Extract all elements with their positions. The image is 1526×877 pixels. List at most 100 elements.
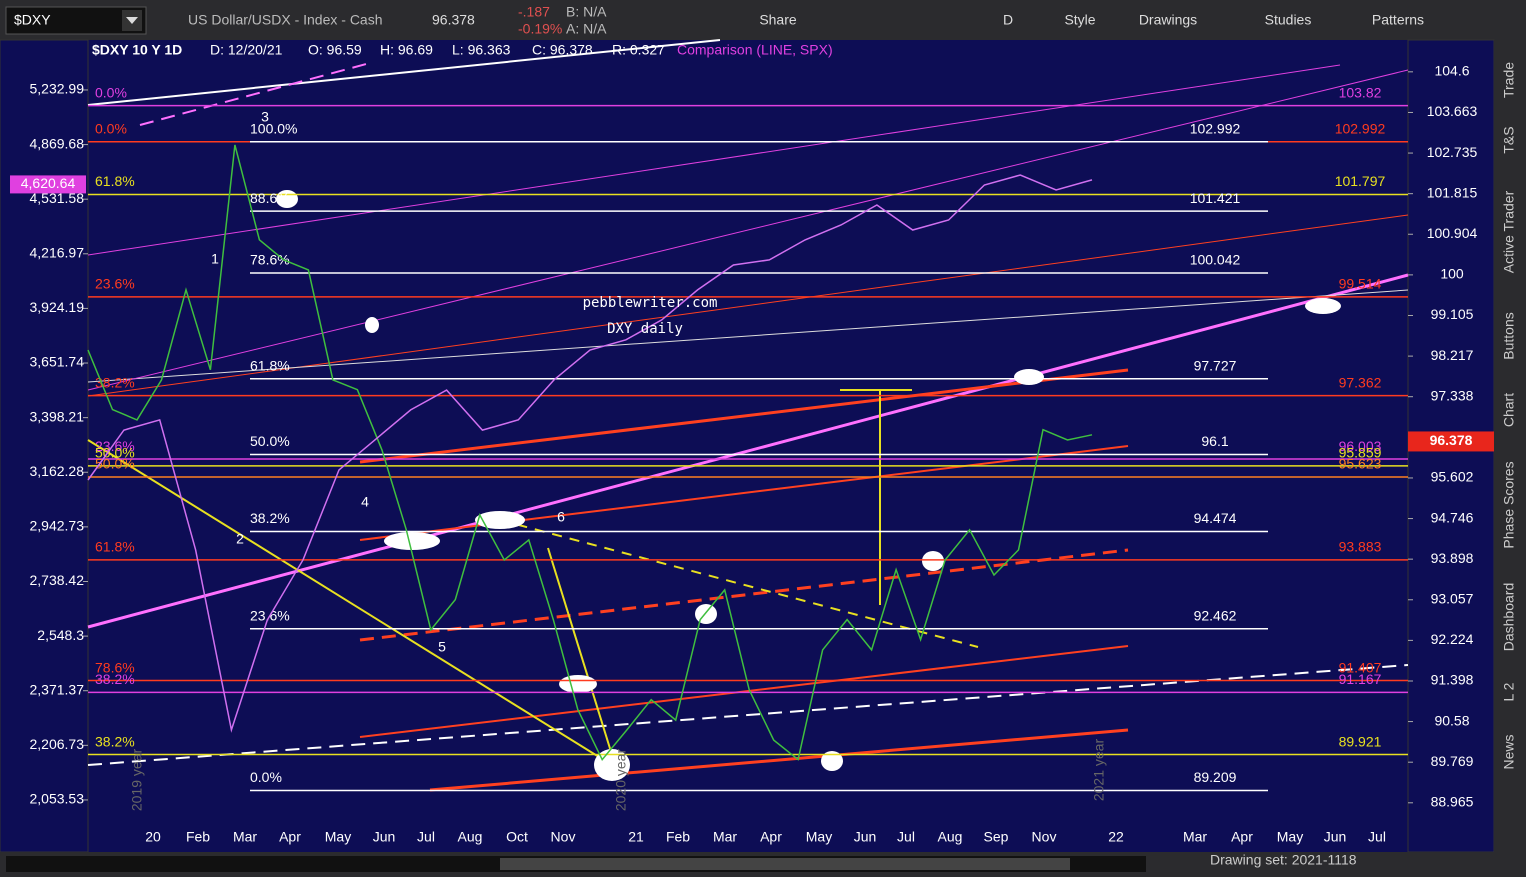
toolbar-button[interactable]: Style	[1064, 12, 1095, 28]
x-tick-label: 21	[628, 829, 644, 845]
y-tick-label: 91.398	[1431, 672, 1474, 688]
fib-percent: 0.0%	[95, 120, 127, 136]
y2-tick-label: 2,942.73	[30, 518, 85, 534]
y2-tick-label: 2,738.42	[30, 572, 85, 588]
marker	[475, 511, 525, 529]
y-tick-label: 95.602	[1431, 469, 1474, 485]
y2-tick-label: 3,924.19	[30, 299, 85, 315]
fib-price: 92.462	[1194, 607, 1237, 623]
last-price-label: 96.378	[1430, 432, 1473, 448]
x-tick-label: Mar	[713, 829, 737, 845]
fib-percent: 61.8%	[95, 173, 135, 189]
fib-percent: 0.0%	[95, 84, 127, 100]
y2-tick-label: 2,206.73	[30, 736, 85, 752]
compare-label: 4,620.64	[21, 175, 76, 191]
trendlines	[87, 39, 1409, 792]
trendline	[87, 214, 1409, 397]
toolbar-button[interactable]: D	[1003, 12, 1013, 28]
trendline	[359, 645, 1129, 738]
side-bar	[1494, 40, 1526, 852]
x-tick-label: Aug	[458, 829, 483, 845]
scroll-thumb[interactable]	[500, 858, 1070, 870]
side-tab[interactable]: Trade	[1501, 62, 1517, 98]
marker	[1305, 298, 1341, 314]
toolbar-button[interactable]: Share	[759, 12, 797, 28]
x-tick-label: Apr	[760, 829, 782, 845]
fib-price: 101.421	[1190, 190, 1241, 206]
fib-price: 89.209	[1194, 769, 1237, 785]
x-tick-label: Feb	[666, 829, 690, 845]
bid: B: N/A	[566, 4, 607, 20]
y2-tick-label: 4,216.97	[30, 245, 85, 261]
side-tab[interactable]: L 2	[1501, 682, 1517, 701]
ohlc-field: L: 96.363	[452, 42, 511, 58]
y-tick-label: 100.904	[1427, 225, 1478, 241]
toolbar-button[interactable]: Patterns	[1372, 12, 1424, 28]
description: US Dollar/USDX - Index - Cash	[188, 12, 383, 28]
fib-price: 101.797	[1335, 173, 1386, 189]
y2-tick-label: 2,371.37	[30, 681, 85, 697]
x-tick-label: Feb	[186, 829, 210, 845]
symbol: $DXY	[14, 12, 51, 28]
fib-percent: 38.2%	[95, 374, 135, 390]
fib-percent: 78.6%	[95, 659, 135, 675]
trendline	[87, 39, 721, 106]
fib-price: 97.362	[1339, 374, 1382, 390]
x-tick-label: Jul	[897, 829, 915, 845]
marker	[594, 749, 630, 781]
y-tick-label: 92.224	[1431, 631, 1474, 647]
side-tab[interactable]: Dashboard	[1501, 583, 1517, 652]
annotation: pebblewriter.com	[583, 295, 718, 311]
fib-price: 100.042	[1190, 252, 1241, 268]
x-tick-label: Nov	[1032, 829, 1057, 845]
marker	[922, 551, 944, 571]
y-tick-label: 90.58	[1434, 712, 1469, 728]
marker	[559, 675, 597, 693]
fib-percent: 23.6%	[95, 438, 135, 454]
toolbar-button[interactable]: Drawings	[1139, 12, 1197, 28]
marker	[384, 532, 440, 550]
x-tick-label: Oct	[506, 829, 528, 845]
fib-price: 91.407	[1339, 659, 1382, 675]
side-tab[interactable]: Active Trader	[1501, 190, 1517, 273]
side-tab[interactable]: News	[1501, 734, 1517, 769]
y-tick-label: 102.735	[1427, 144, 1478, 160]
fib-percent: 38.2%	[95, 671, 135, 687]
fib-percent: 88.6%	[250, 190, 290, 206]
fib-price: 96.003	[1339, 438, 1382, 454]
change-pct: -0.19%	[518, 21, 562, 37]
compare-axis	[0, 39, 89, 853]
y2-tick-label: 4,869.68	[30, 135, 85, 151]
chart-area[interactable]	[0, 40, 1494, 852]
comparison: Comparison (LINE, SPX)	[677, 42, 833, 58]
annotation: 5	[438, 639, 446, 655]
y-tick-label: 104.6	[1434, 63, 1469, 79]
fib-percent: 61.8%	[250, 357, 290, 373]
x-tick-label: Jul	[417, 829, 435, 845]
marker	[821, 751, 843, 771]
y-tick-label: 93.057	[1431, 590, 1474, 606]
y-tick-label: 93.898	[1431, 550, 1474, 566]
trendline	[87, 664, 1409, 766]
x-tick-label: May	[1277, 829, 1303, 845]
side-tab[interactable]: T&S	[1501, 126, 1517, 153]
side-tab[interactable]: Buttons	[1501, 312, 1517, 359]
annotation: 4	[361, 494, 369, 510]
x-tick-label: Apr	[279, 829, 301, 845]
fib-percent: 100.0%	[250, 120, 297, 136]
fib-percent: 23.6%	[95, 276, 135, 292]
trendline	[87, 64, 1341, 256]
price-line	[87, 174, 1093, 733]
side-tab[interactable]: Chart	[1501, 393, 1517, 427]
y-tick-label: 88.965	[1431, 794, 1474, 810]
fib-price: 95.623	[1339, 456, 1382, 472]
side-tab[interactable]: Phase Scores	[1501, 461, 1517, 548]
fib-price: 103.82	[1339, 84, 1382, 100]
x-tick-label: Aug	[938, 829, 963, 845]
x-tick-label: Sep	[984, 829, 1009, 845]
x-tick-label: May	[806, 829, 832, 845]
fib-percent: 50.0%	[95, 456, 135, 472]
toolbar-button[interactable]: Studies	[1265, 12, 1312, 28]
marker	[365, 317, 379, 333]
